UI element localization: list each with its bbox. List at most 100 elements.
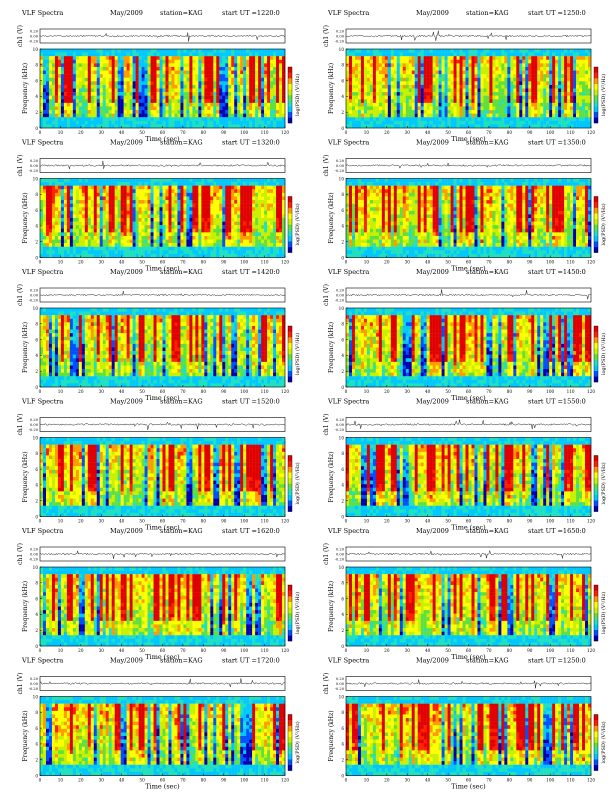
spectrogram-cell bbox=[573, 96, 576, 100]
spectrogram-cell bbox=[88, 71, 91, 75]
spectrogram-cell bbox=[207, 92, 210, 96]
spectrogram-cell bbox=[154, 204, 157, 208]
spectrogram-cell bbox=[367, 85, 370, 89]
spectrogram-cell bbox=[180, 200, 183, 204]
spectrogram-cell bbox=[145, 204, 148, 208]
spectrogram-cell bbox=[213, 63, 216, 67]
spectrogram-cell bbox=[394, 92, 397, 96]
spectrogram-cell bbox=[439, 63, 442, 67]
spectrogram-cell bbox=[204, 56, 207, 60]
spectrogram-cell bbox=[133, 49, 136, 53]
spectrogram-cell bbox=[361, 106, 364, 110]
spectrogram-cell bbox=[43, 200, 46, 204]
spectrogram-cell bbox=[195, 71, 198, 75]
spectrogram-cell bbox=[448, 103, 451, 107]
spectrogram-cell bbox=[76, 60, 79, 64]
spectrogram-cell bbox=[234, 207, 237, 211]
spectrogram-cell bbox=[252, 117, 255, 121]
spectrogram-cell bbox=[261, 114, 264, 118]
spectrogram-cell bbox=[567, 63, 570, 67]
spectrogram-cell bbox=[231, 121, 234, 125]
spectrogram-cell bbox=[582, 89, 585, 93]
colorbar-swatch bbox=[288, 78, 292, 84]
spectrogram-cell bbox=[109, 207, 112, 211]
spectrogram-cell bbox=[391, 81, 394, 85]
spectrogram-cell bbox=[358, 110, 361, 114]
spectrogram-cell bbox=[403, 121, 406, 125]
spectrogram-cell bbox=[222, 186, 225, 190]
spectrogram-cell bbox=[154, 200, 157, 204]
spectrogram-cell bbox=[385, 63, 388, 67]
spectrogram-cell bbox=[525, 103, 528, 107]
spectrogram-cell bbox=[112, 189, 115, 193]
spectrogram-cell bbox=[436, 53, 439, 57]
spectrogram-cell bbox=[457, 96, 460, 100]
spectrogram-cell bbox=[157, 121, 160, 125]
spectrogram-cell bbox=[157, 67, 160, 71]
spectrogram-cell bbox=[528, 85, 531, 89]
spectrogram-cell bbox=[276, 121, 279, 125]
spectrogram-cell bbox=[121, 193, 124, 197]
spectrogram-cell bbox=[112, 63, 115, 67]
spectrogram-cell bbox=[168, 110, 171, 114]
spectrogram-cell bbox=[70, 110, 73, 114]
spectrogram-cell bbox=[270, 186, 273, 190]
spectrogram-cell bbox=[471, 124, 474, 128]
spectrogram-cell bbox=[204, 124, 207, 128]
spectrogram-cell bbox=[264, 189, 267, 193]
spectrogram-cell bbox=[163, 200, 166, 204]
spectrogram-cell bbox=[258, 53, 261, 57]
spectrogram-cell bbox=[177, 53, 180, 57]
spectrogram-cell bbox=[561, 71, 564, 75]
spectrogram-cell bbox=[430, 71, 433, 75]
spectrogram-cell bbox=[228, 110, 231, 114]
spectrogram-cell bbox=[457, 110, 460, 114]
spectrogram-cell bbox=[163, 207, 166, 211]
spectrogram-cell bbox=[418, 92, 421, 96]
spectrogram-cell bbox=[142, 200, 145, 204]
spectrogram-cell bbox=[498, 106, 501, 110]
spectrogram-cell bbox=[255, 71, 258, 75]
spectrogram-cell bbox=[154, 85, 157, 89]
spectrogram-cell bbox=[433, 114, 436, 118]
timeseries-frame bbox=[40, 29, 285, 43]
spectrogram-cell bbox=[112, 124, 115, 128]
spectrogram-cell bbox=[186, 81, 189, 85]
spectrogram-cell bbox=[549, 81, 552, 85]
spectrogram-cell bbox=[82, 74, 85, 78]
spectrogram-cell bbox=[474, 103, 477, 107]
spectrogram-cell bbox=[148, 186, 151, 190]
spectrogram-cell bbox=[183, 67, 186, 71]
spectrogram-cell bbox=[267, 211, 270, 215]
spectrogram-cell bbox=[94, 103, 97, 107]
spectrogram-cell bbox=[216, 89, 219, 93]
spectrogram-cell bbox=[483, 78, 486, 82]
spectrogram-cell bbox=[118, 189, 121, 193]
spectrogram-cell bbox=[276, 85, 279, 89]
spectrogram-cell bbox=[165, 71, 168, 75]
spectrogram-cell bbox=[79, 89, 82, 93]
spectrogram-cell bbox=[145, 196, 148, 200]
spectrogram-cell bbox=[469, 85, 472, 89]
spectrogram-cell bbox=[427, 78, 430, 82]
spectrogram-cell bbox=[79, 85, 82, 89]
spectrogram-cell bbox=[168, 49, 171, 53]
spectrogram-cell bbox=[192, 204, 195, 208]
spectrogram-cell bbox=[88, 56, 91, 60]
spectrogram-cell bbox=[270, 63, 273, 67]
spectrogram-cell bbox=[85, 60, 88, 64]
spectrogram-cell bbox=[267, 121, 270, 125]
spectrogram-cell bbox=[525, 81, 528, 85]
spectrogram-cell bbox=[454, 53, 457, 57]
spectrogram-cell bbox=[373, 53, 376, 57]
spectrogram-cell bbox=[240, 204, 243, 208]
spectrogram-cell bbox=[498, 124, 501, 128]
spectrogram-cell bbox=[409, 103, 412, 107]
spectrogram-cell bbox=[534, 74, 537, 78]
spectrogram-cell bbox=[228, 78, 231, 82]
spectrogram-cell bbox=[85, 106, 88, 110]
x-tick-label: 30 bbox=[405, 130, 411, 135]
spectrogram-cell bbox=[139, 96, 142, 100]
spectrogram-cell bbox=[94, 124, 97, 128]
spectrogram-cell bbox=[460, 99, 463, 103]
